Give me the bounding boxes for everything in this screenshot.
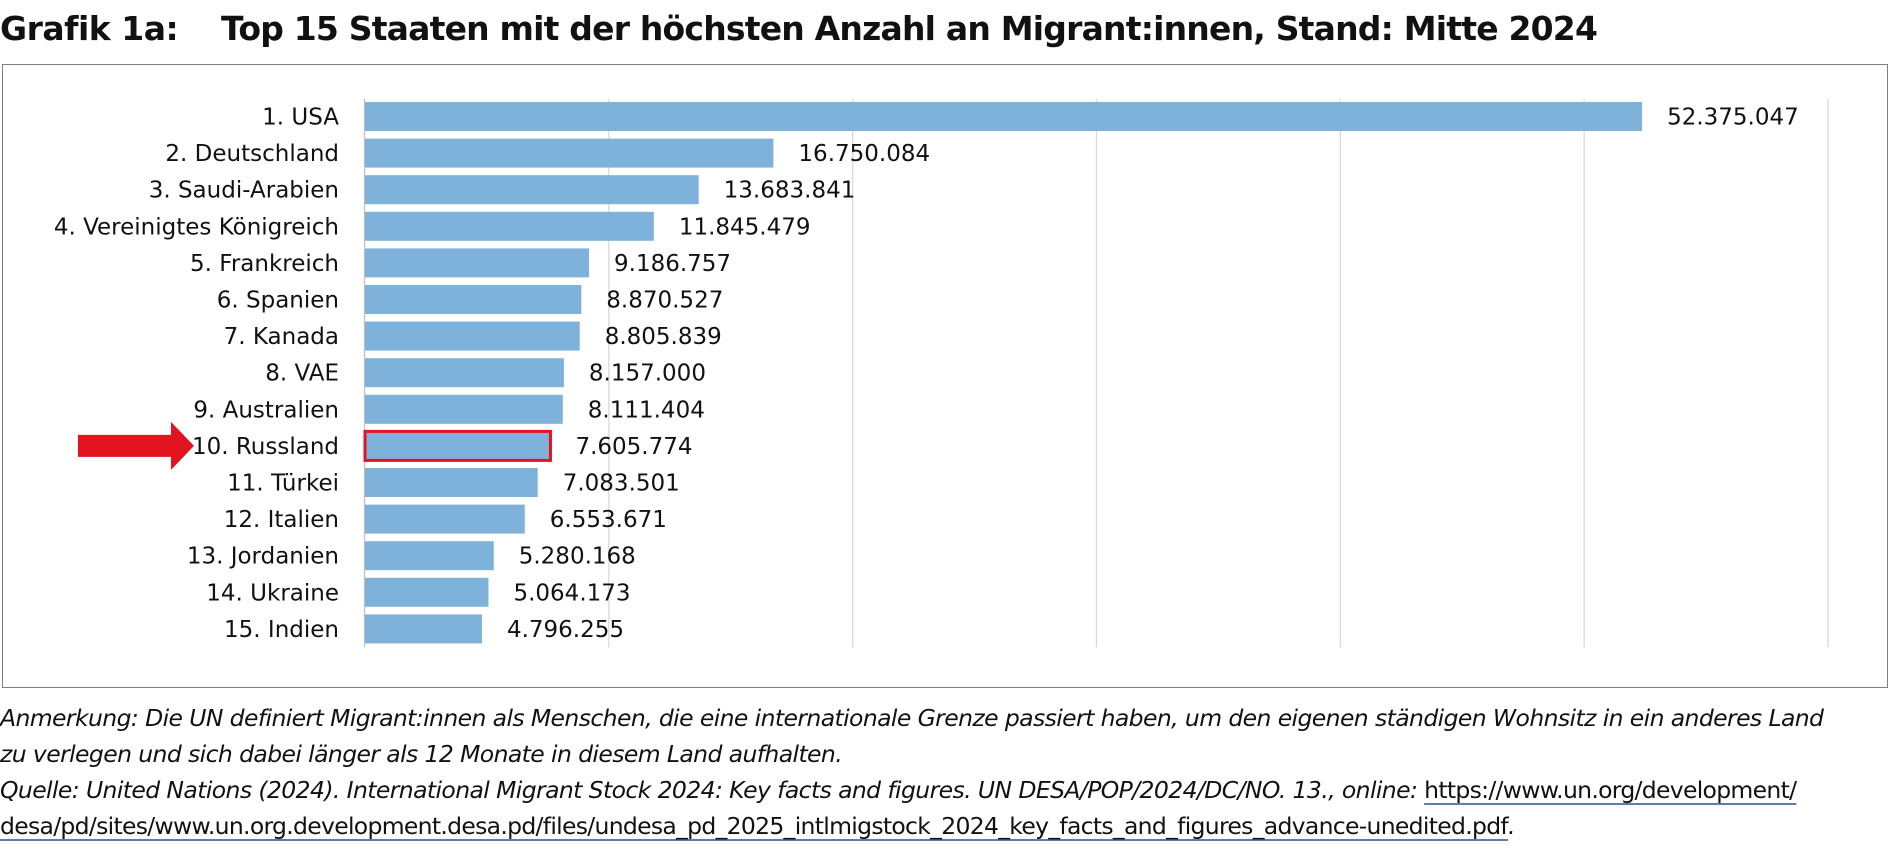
value-label: 4.796.255 — [507, 617, 624, 643]
value-label: 7.083.501 — [563, 471, 680, 497]
bar — [365, 175, 699, 205]
bar — [365, 468, 538, 497]
category-label: 14. Ukraine — [206, 580, 339, 606]
category-label: 9. Australien — [193, 397, 339, 423]
footnotes: Anmerkung: Die UN definiert Migrant:inne… — [0, 700, 1890, 844]
value-label: 6.553.671 — [550, 507, 667, 533]
value-label: 16.750.084 — [798, 141, 930, 167]
source-link-part-2[interactable]: desa/pd/sites/www.un.org.development.des… — [0, 812, 1509, 840]
category-label: 8. VAE — [265, 361, 339, 387]
category-label: 10. Russland — [192, 434, 339, 460]
category-label: 15. Indien — [224, 617, 339, 643]
chart-frame: 1. USA 52.375.047 2. Deutschland 16.750.084… — [2, 64, 1888, 688]
category-label: 1. USA — [262, 105, 339, 131]
highlight-arrow — [78, 421, 194, 470]
value-label: 8.157.000 — [589, 361, 706, 387]
bar — [365, 285, 582, 314]
value-label: 5.280.168 — [519, 544, 636, 570]
category-label: 3. Saudi-Arabien — [149, 178, 339, 204]
value-label: 11.845.479 — [679, 214, 811, 240]
figure-label: Grafik 1a: — [0, 9, 179, 48]
category-label: 6. Spanien — [217, 288, 339, 314]
value-label: 7.605.774 — [575, 434, 692, 460]
source-end: . — [1508, 812, 1515, 840]
bar — [365, 358, 564, 388]
labels: 1. USA 52.375.047 2. Deutschland 16.750.084… — [54, 105, 1799, 643]
source-line: Quelle: United Nations (2024). Internati… — [0, 772, 1890, 808]
category-label: 4. Vereinigtes Königreich — [54, 214, 339, 240]
source-text: Quelle: United Nations (2024). Internati… — [0, 776, 1425, 804]
source-link-part-1[interactable]: https://www.un.org/development/ — [1424, 776, 1797, 804]
category-label: 13. Jordanien — [187, 544, 339, 570]
value-label: 8.870.527 — [606, 288, 723, 314]
bar-highlighted — [363, 429, 552, 462]
source-line-2: desa/pd/sites/www.un.org.development.des… — [0, 808, 1890, 844]
bar — [365, 211, 654, 241]
bars — [363, 102, 1643, 644]
note-line-1: Anmerkung: Die UN definiert Migrant:inne… — [0, 704, 1824, 732]
value-label: 9.186.757 — [614, 251, 731, 277]
chart-title: Top 15 Staaten mit der höchsten Anzahl a… — [221, 9, 1598, 48]
bar — [365, 541, 494, 571]
value-label: 8.805.839 — [605, 324, 722, 350]
bar — [365, 577, 489, 607]
bar — [365, 248, 590, 278]
gridlines — [363, 99, 1829, 648]
category-label: 5. Frankreich — [190, 251, 339, 277]
category-label: 7. Kanada — [224, 324, 339, 350]
value-label: 8.111.404 — [588, 397, 705, 423]
value-label: 52.375.047 — [1667, 105, 1799, 131]
bar — [365, 394, 563, 424]
value-label: 5.064.173 — [513, 580, 630, 606]
bar-chart: 1. USA 52.375.047 2. Deutschland 16.750.084… — [54, 99, 1829, 648]
category-label: 2. Deutschland — [165, 141, 339, 167]
bar — [365, 138, 774, 168]
bar — [365, 614, 482, 644]
bar — [365, 321, 580, 351]
value-label: 13.683.841 — [724, 178, 856, 204]
arrow-icon — [78, 421, 194, 470]
category-label: 11. Türkei — [227, 471, 339, 497]
chart-heading: Grafik 1a: Top 15 Staaten mit der höchst… — [0, 6, 1890, 52]
category-label: 12. Italien — [224, 507, 339, 533]
bar — [365, 504, 525, 534]
note-line-2: zu verlegen und sich dabei länger als 12… — [0, 740, 843, 768]
bar — [365, 102, 1643, 131]
